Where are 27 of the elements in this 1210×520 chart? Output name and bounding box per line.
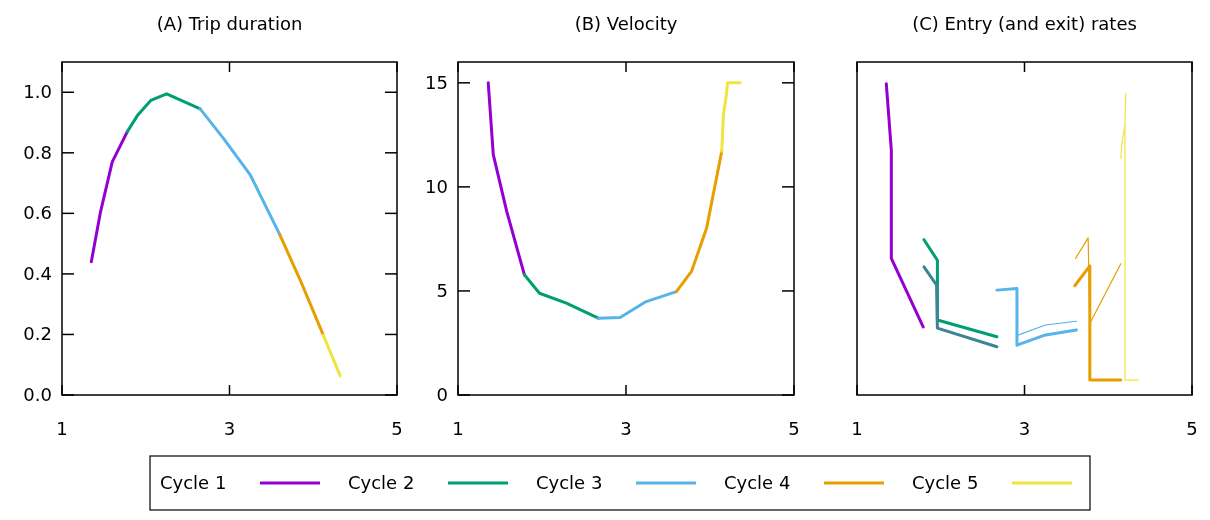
y-tick-label: 1.0 <box>23 81 52 103</box>
x-tick-label: 5 <box>391 418 403 439</box>
x-tick-label: 1 <box>56 418 68 439</box>
y-tick-label: 0.2 <box>23 323 52 345</box>
legend-label: Cycle 2 <box>348 472 415 493</box>
x-tick-label: 3 <box>620 418 632 439</box>
legend-label: Cycle 3 <box>536 472 603 493</box>
y-tick-label: 0.0 <box>23 384 52 405</box>
x-tick-label: 3 <box>1018 418 1031 439</box>
chart-title: (C) Entry (and exit) rates <box>912 13 1137 34</box>
x-tick-label: 3 <box>223 418 236 439</box>
y-tick-label: 5 <box>436 279 448 301</box>
x-tick-label: 1 <box>452 418 464 439</box>
y-tick-label: 0.4 <box>23 262 52 284</box>
x-tick-label: 1 <box>851 418 863 439</box>
x-tick-label: 5 <box>788 418 800 439</box>
legend-label: Cycle 5 <box>912 472 979 493</box>
chart-title: (A) Trip duration <box>156 13 303 34</box>
y-tick-label: 0.8 <box>23 141 52 163</box>
legend-label: Cycle 1 <box>160 472 227 493</box>
y-tick-label: 0.6 <box>23 202 52 224</box>
legend-label: Cycle 4 <box>724 472 791 493</box>
y-tick-label: 0 <box>436 384 448 405</box>
y-tick-label: 15 <box>425 71 448 93</box>
x-tick-label: 5 <box>1186 418 1198 439</box>
y-tick-label: 10 <box>425 175 448 197</box>
chart-title: (B) Velocity <box>574 13 678 34</box>
